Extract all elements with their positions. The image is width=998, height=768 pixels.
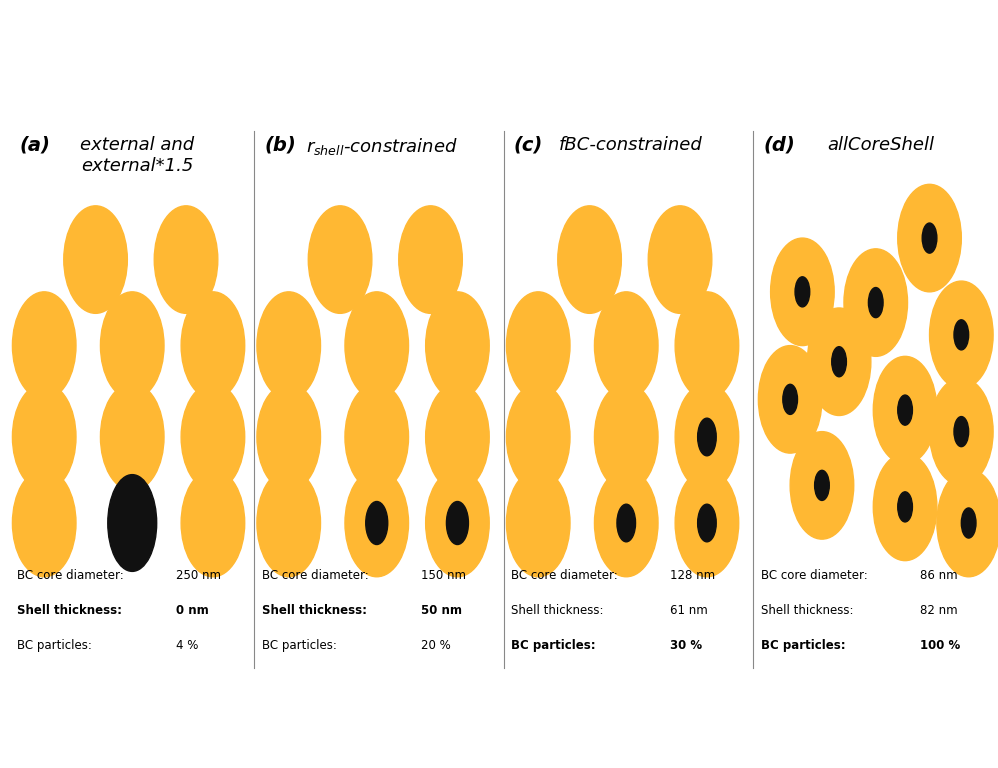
Ellipse shape	[795, 276, 809, 307]
Ellipse shape	[425, 469, 489, 577]
Ellipse shape	[831, 346, 846, 377]
Text: BC particles:: BC particles:	[760, 639, 845, 651]
Ellipse shape	[698, 419, 717, 456]
Ellipse shape	[181, 292, 245, 399]
Ellipse shape	[675, 383, 739, 491]
Ellipse shape	[929, 378, 993, 485]
Text: BC core diameter:: BC core diameter:	[760, 568, 867, 581]
Ellipse shape	[181, 469, 245, 577]
Text: 250 nm: 250 nm	[177, 568, 222, 581]
Text: (c): (c)	[514, 136, 543, 155]
Ellipse shape	[698, 505, 717, 542]
Ellipse shape	[868, 287, 883, 318]
Text: Shell thickness:: Shell thickness:	[760, 604, 853, 617]
Ellipse shape	[954, 319, 969, 350]
Ellipse shape	[937, 469, 998, 577]
Ellipse shape	[12, 383, 76, 491]
Text: BC core diameter:: BC core diameter:	[511, 568, 618, 581]
Text: 100 %: 100 %	[920, 639, 960, 651]
Ellipse shape	[101, 383, 164, 491]
Ellipse shape	[844, 249, 907, 356]
Ellipse shape	[898, 184, 961, 292]
Ellipse shape	[873, 453, 937, 561]
Text: BC core diameter:: BC core diameter:	[17, 568, 124, 581]
Text: 150 nm: 150 nm	[421, 568, 466, 581]
Text: TOMAS output (250 nm size bin):
0.06 μg m⁻³ of BC mass;
1.4 μg m⁻³ total aerosol: TOMAS output (250 nm size bin): 0.06 μg …	[340, 11, 663, 111]
Ellipse shape	[365, 502, 388, 545]
Ellipse shape	[506, 292, 570, 399]
Ellipse shape	[595, 383, 658, 491]
Ellipse shape	[758, 346, 822, 453]
Text: 128 nm: 128 nm	[671, 568, 716, 581]
Ellipse shape	[12, 292, 76, 399]
Ellipse shape	[256, 469, 320, 577]
Ellipse shape	[782, 384, 797, 415]
Ellipse shape	[155, 206, 218, 313]
Text: (d): (d)	[763, 136, 795, 155]
Ellipse shape	[425, 292, 489, 399]
Ellipse shape	[675, 469, 739, 577]
Ellipse shape	[101, 292, 164, 399]
Ellipse shape	[256, 383, 320, 491]
Ellipse shape	[649, 206, 712, 313]
Ellipse shape	[898, 492, 912, 522]
Text: 0 nm: 0 nm	[177, 604, 209, 617]
Ellipse shape	[399, 206, 462, 313]
Text: 86 nm: 86 nm	[920, 568, 957, 581]
Ellipse shape	[961, 508, 976, 538]
Ellipse shape	[814, 470, 829, 501]
Ellipse shape	[790, 432, 853, 539]
Text: BC particles:: BC particles:	[17, 639, 92, 651]
Ellipse shape	[675, 292, 739, 399]
Text: BC particles:: BC particles:	[511, 639, 596, 651]
Text: 30 %: 30 %	[671, 639, 703, 651]
Text: BC particles:: BC particles:	[261, 639, 336, 651]
Text: 50 nm: 50 nm	[421, 604, 462, 617]
Text: 82 nm: 82 nm	[920, 604, 957, 617]
Ellipse shape	[922, 223, 937, 253]
Text: Shell thickness:: Shell thickness:	[17, 604, 123, 617]
Ellipse shape	[929, 281, 993, 389]
Text: $r_{shell}$-constrained: $r_{shell}$-constrained	[305, 136, 457, 157]
Text: (b): (b)	[264, 136, 296, 155]
Ellipse shape	[345, 469, 408, 577]
Ellipse shape	[558, 206, 622, 313]
Text: allCoreShell: allCoreShell	[827, 136, 934, 154]
Ellipse shape	[506, 469, 570, 577]
Text: external and
external*1.5: external and external*1.5	[80, 136, 195, 175]
Ellipse shape	[506, 383, 570, 491]
Text: (a): (a)	[20, 136, 51, 155]
Ellipse shape	[108, 475, 157, 571]
Ellipse shape	[345, 383, 408, 491]
Text: 61 nm: 61 nm	[671, 604, 708, 617]
Ellipse shape	[64, 206, 128, 313]
Ellipse shape	[617, 505, 636, 542]
Ellipse shape	[807, 308, 871, 415]
Ellipse shape	[256, 292, 320, 399]
Ellipse shape	[425, 383, 489, 491]
Text: fBC-constrained: fBC-constrained	[559, 136, 703, 154]
Text: BC core diameter:: BC core diameter:	[261, 568, 368, 581]
Ellipse shape	[954, 416, 969, 447]
Ellipse shape	[873, 356, 937, 464]
Ellipse shape	[181, 383, 245, 491]
Ellipse shape	[898, 395, 912, 425]
Ellipse shape	[595, 292, 658, 399]
Text: 20 %: 20 %	[421, 639, 450, 651]
Text: Shell thickness:: Shell thickness:	[261, 604, 367, 617]
Ellipse shape	[446, 502, 468, 545]
Ellipse shape	[345, 292, 408, 399]
Ellipse shape	[770, 238, 834, 346]
Ellipse shape	[595, 469, 658, 577]
Ellipse shape	[12, 469, 76, 577]
Text: Shell thickness:: Shell thickness:	[511, 604, 604, 617]
Text: 4 %: 4 %	[177, 639, 199, 651]
Ellipse shape	[308, 206, 372, 313]
